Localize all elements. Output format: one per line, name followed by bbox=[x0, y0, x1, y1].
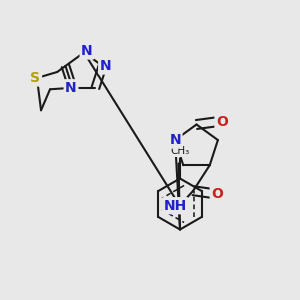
Text: N: N bbox=[169, 133, 181, 147]
Text: S: S bbox=[31, 71, 40, 85]
Text: CH₃: CH₃ bbox=[170, 146, 190, 156]
Text: N: N bbox=[81, 44, 93, 58]
Text: O: O bbox=[216, 115, 228, 128]
Text: O: O bbox=[211, 187, 223, 201]
Text: N: N bbox=[65, 81, 77, 95]
Text: NH: NH bbox=[164, 199, 187, 213]
Text: N: N bbox=[100, 59, 111, 73]
